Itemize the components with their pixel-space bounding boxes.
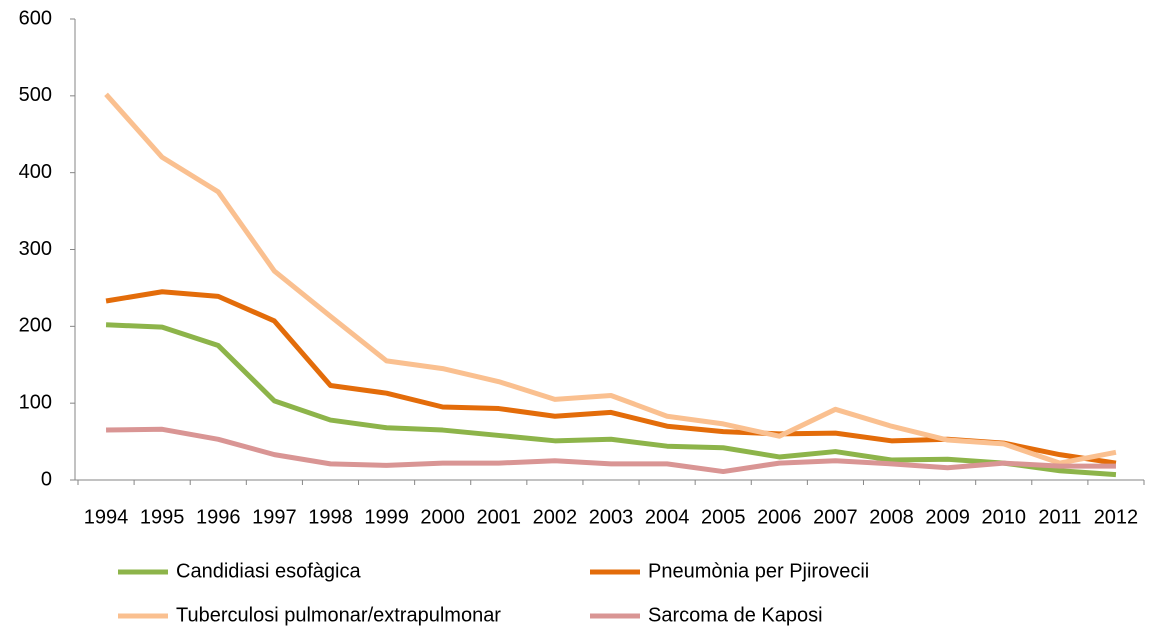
series-line bbox=[105, 322, 1117, 478]
x-tick-label: 2006 bbox=[757, 506, 802, 528]
legend-label: Candidiasi esofàgica bbox=[176, 560, 361, 582]
x-tick-label: 2005 bbox=[701, 506, 746, 528]
x-tick-label: 2007 bbox=[813, 506, 858, 528]
legend-label: Sarcoma de Kaposi bbox=[648, 604, 823, 626]
legend-label: Pneumònia per Pjirovecii bbox=[648, 560, 869, 582]
y-tick-label: 200 bbox=[19, 315, 52, 337]
y-tick-label: 0 bbox=[41, 468, 52, 490]
x-tick-label: 2009 bbox=[925, 506, 970, 528]
y-tick-label: 400 bbox=[19, 161, 52, 183]
x-tick-label: 1997 bbox=[252, 506, 297, 528]
x-tick-label: 2000 bbox=[420, 506, 465, 528]
x-tick-label: 2001 bbox=[477, 506, 522, 528]
legend-label: Tuberculosi pulmonar/extrapulmonar bbox=[176, 604, 501, 626]
y-tick-label: 300 bbox=[19, 238, 52, 260]
x-tick-label: 2010 bbox=[981, 506, 1026, 528]
series-line bbox=[106, 426, 1116, 475]
x-tick-label: 1994 bbox=[84, 506, 129, 528]
x-tick-label: 1999 bbox=[364, 506, 409, 528]
x-tick-label: 1995 bbox=[140, 506, 185, 528]
x-tick-label: 1998 bbox=[308, 506, 353, 528]
y-tick-label: 500 bbox=[19, 84, 52, 106]
y-tick-label: 100 bbox=[19, 391, 52, 413]
x-tick-label: 2011 bbox=[1038, 506, 1081, 528]
y-tick-label: 600 bbox=[19, 7, 52, 29]
series-line bbox=[104, 92, 1117, 466]
x-tick-label: 1996 bbox=[196, 506, 241, 528]
x-tick-label: 2008 bbox=[869, 506, 914, 528]
x-tick-label: 2012 bbox=[1094, 506, 1139, 528]
x-tick-label: 2003 bbox=[589, 506, 634, 528]
x-tick-label: 2002 bbox=[533, 506, 578, 528]
x-tick-label: 2004 bbox=[645, 506, 690, 528]
